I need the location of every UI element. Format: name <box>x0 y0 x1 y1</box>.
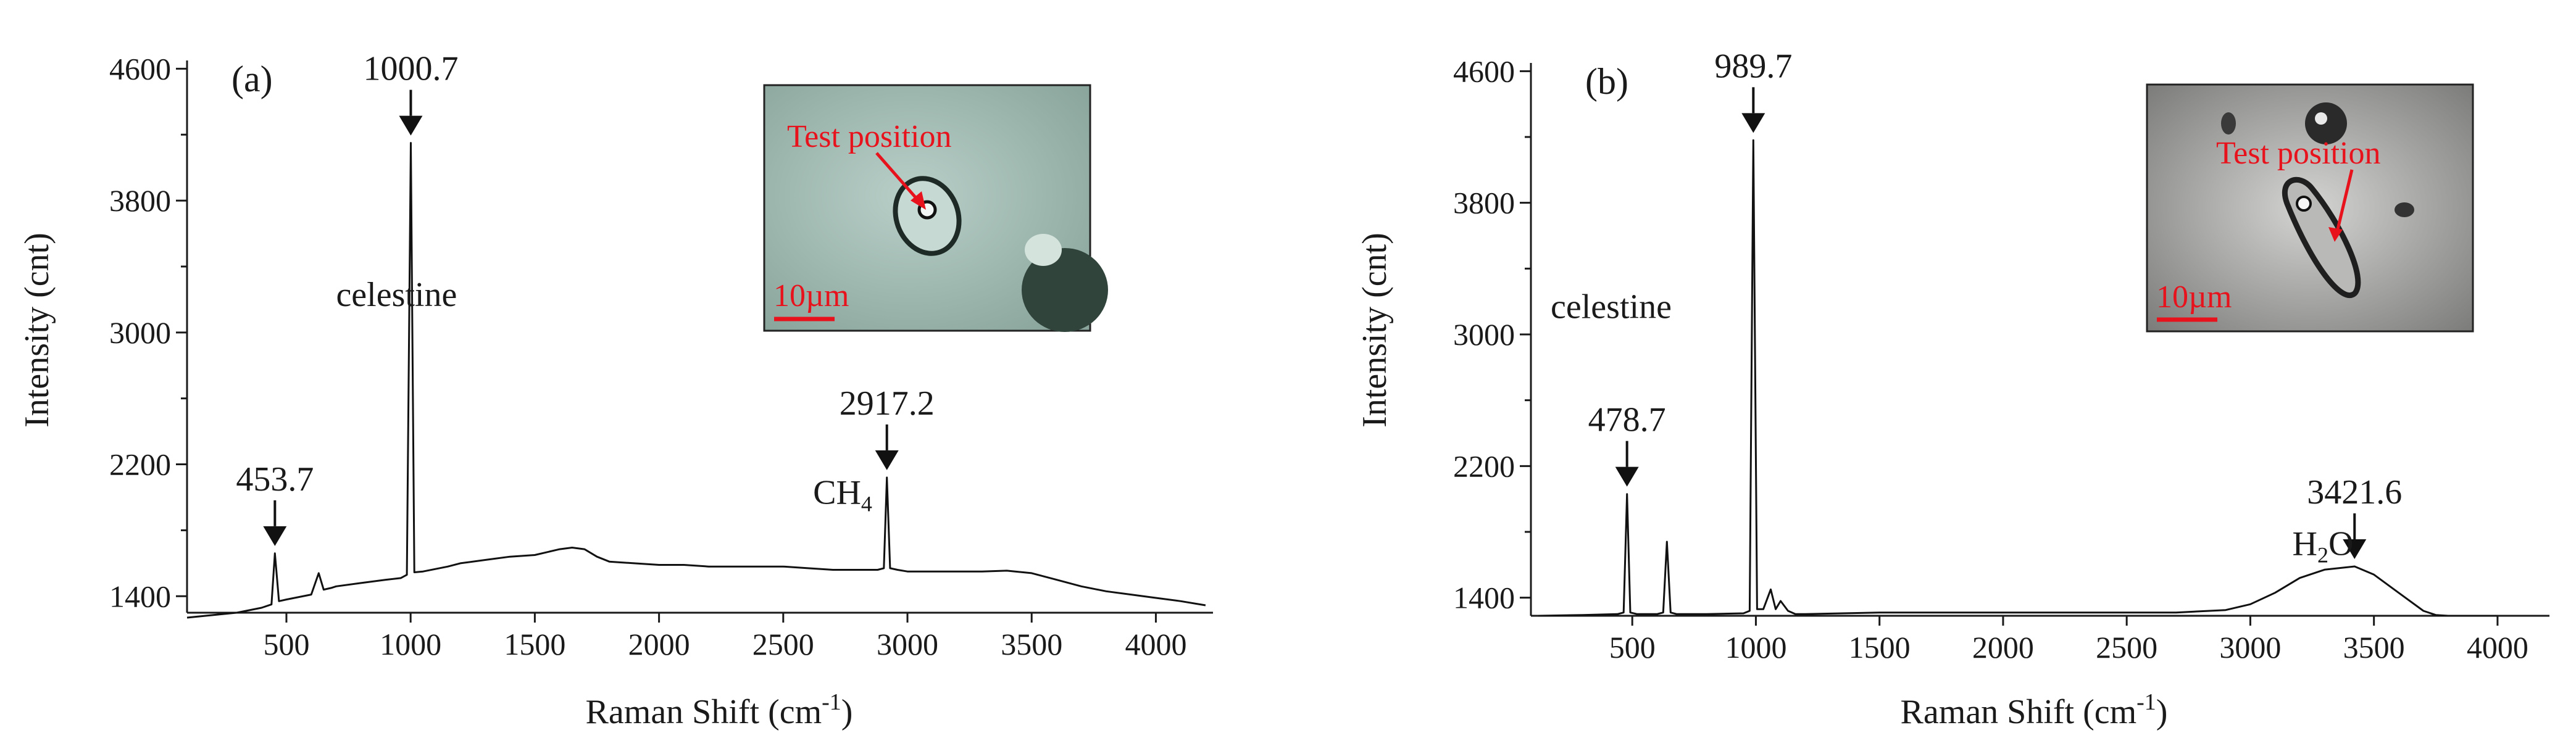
x-tick-label: 2500 <box>752 627 814 661</box>
peak-arrowhead <box>399 115 423 136</box>
x-tick-label: 2000 <box>1972 630 2034 665</box>
dark-spot-shape <box>2221 112 2236 135</box>
test-position-arrow <box>2335 169 2354 235</box>
annotation-label: celestine <box>336 276 457 314</box>
inset-micrograph: Test position 10µm <box>2146 83 2474 333</box>
peak-label: 1000.7 <box>363 50 458 88</box>
test-position-label: Test position <box>2216 136 2380 171</box>
peak-arrowhead <box>875 450 899 470</box>
peak-label: 478.7 <box>1588 401 1666 439</box>
panel-a: Intensity (cnt) Raman Shift (cm-1) (a) T… <box>18 50 1213 731</box>
x-tick-label: 500 <box>1609 630 1656 665</box>
peak-label: 989.7 <box>1714 47 1792 85</box>
y-tick-label: 2200 <box>1453 449 1515 483</box>
bubble-shape <box>2305 102 2347 144</box>
x-tick-label: 2500 <box>2096 630 2157 665</box>
y-tick-label: 3000 <box>109 315 171 350</box>
scale-bar-label: 10µm <box>773 278 849 313</box>
x-tick-label: 1000 <box>380 627 441 661</box>
x-tick-label: 4000 <box>1125 627 1186 661</box>
peak-label: 2917.2 <box>840 384 935 423</box>
y-tick-label: 4600 <box>1453 54 1515 88</box>
y-tick-label: 1400 <box>1453 581 1515 615</box>
dark-spot-shape <box>2395 202 2414 217</box>
peak-arrowhead <box>2343 539 2367 559</box>
annotation-label: CH4 <box>813 474 872 516</box>
x-axis-title: Raman Shift (cm-1) <box>1901 689 2168 731</box>
x-tick-label: 500 <box>263 627 309 661</box>
x-tick-label: 3000 <box>2219 630 2281 665</box>
y-tick-label: 3800 <box>109 183 171 218</box>
x-tick-label: 1000 <box>1725 630 1786 665</box>
x-tick-label: 2000 <box>628 627 690 661</box>
x-tick-label: 3500 <box>2343 630 2405 665</box>
panel-label: (b) <box>1585 61 1628 102</box>
y-axis-title: Intensity (cnt) <box>1356 233 1394 428</box>
x-tick-label: 1500 <box>504 627 565 661</box>
x-tick-label: 3500 <box>1001 627 1062 661</box>
peak-label: 3421.6 <box>2307 473 2402 512</box>
y-tick-label: 1400 <box>109 579 171 613</box>
dark-grain-shape <box>1022 248 1108 332</box>
y-tick-label: 4600 <box>109 51 171 86</box>
test-position-arrowhead <box>911 191 926 210</box>
peak-arrowhead <box>1615 466 1639 487</box>
x-axis-title: Raman Shift (cm-1) <box>586 689 853 731</box>
x-tick-label: 4000 <box>2467 630 2528 665</box>
y-tick-label: 2200 <box>109 447 171 482</box>
pale-spot-shape <box>1025 234 1062 266</box>
peak-arrowhead <box>1741 113 1765 133</box>
annotation-label: celestine <box>1551 288 1672 326</box>
annotation-label: H2O <box>2292 524 2353 567</box>
inclusion-bubble <box>2296 196 2312 212</box>
spectrum-line <box>186 142 1206 619</box>
x-tick-label: 3000 <box>877 627 938 661</box>
inset-micrograph: Test position 10µm <box>763 84 1108 332</box>
x-tick-label: 1500 <box>1849 630 1911 665</box>
test-position-label: Test position <box>787 119 951 154</box>
y-tick-label: 3000 <box>1453 317 1515 352</box>
y-axis-title: Intensity (cnt) <box>18 233 56 428</box>
peak-arrowhead <box>263 526 287 546</box>
bubble-highlight <box>2315 112 2327 125</box>
y-tick-label: 3800 <box>1453 186 1515 220</box>
peak-label: 453.7 <box>236 460 314 499</box>
spectrum-line <box>1538 139 2498 617</box>
scale-bar-label: 10µm <box>2156 280 2232 315</box>
panel-b: Intensity (cnt) Raman Shift (cm-1) (b) T… <box>1356 47 2549 731</box>
test-position-arrowhead <box>2328 227 2343 242</box>
panel-label: (a) <box>231 59 273 99</box>
test-position-arrow <box>875 152 922 205</box>
